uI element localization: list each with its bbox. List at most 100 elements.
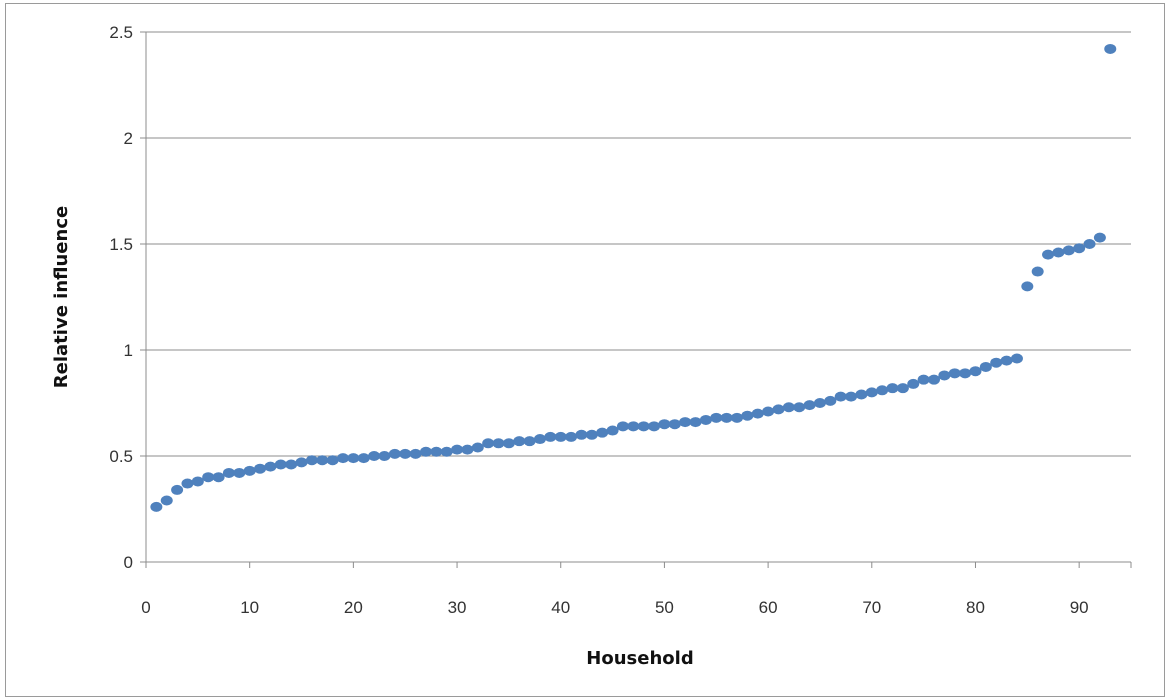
data-point (388, 448, 401, 459)
data-point (1052, 247, 1065, 258)
data-point (679, 417, 692, 428)
data-point (834, 391, 847, 402)
data-point (948, 368, 961, 379)
data-point (658, 419, 671, 430)
data-point (762, 406, 775, 417)
data-point (1073, 243, 1086, 254)
data-point (285, 459, 298, 470)
data-point (886, 383, 899, 394)
data-point (689, 417, 702, 428)
data-point (1000, 355, 1013, 366)
data-point (492, 438, 505, 449)
data-point (409, 448, 422, 459)
data-point (368, 451, 381, 461)
data-point (959, 368, 972, 379)
x-tick-label: 80 (966, 598, 985, 617)
x-tick-label: 20 (344, 598, 363, 617)
y-tick-label: 2 (124, 129, 133, 148)
data-point (1042, 249, 1055, 260)
x-axis-title: Household (586, 648, 693, 669)
data-point (575, 429, 588, 440)
data-point (233, 467, 246, 478)
data-point (316, 455, 329, 466)
data-point (150, 501, 163, 512)
data-point (419, 446, 432, 457)
y-tick-label: 0.5 (109, 447, 133, 466)
data-point (264, 461, 277, 472)
data-point (534, 434, 546, 445)
data-point (171, 484, 184, 495)
data-point (357, 453, 370, 464)
data-point (160, 495, 173, 506)
data-point (969, 366, 982, 377)
data-point (337, 453, 349, 464)
data-point (865, 387, 878, 398)
data-point (990, 357, 1003, 368)
data-point (305, 455, 318, 466)
x-tick-label: 10 (240, 598, 259, 617)
data-point (1021, 281, 1034, 292)
data-point (627, 421, 640, 432)
data-point (907, 378, 920, 389)
data-point (451, 444, 464, 455)
data-point (824, 395, 837, 406)
gridlines (146, 31, 1131, 457)
x-tick-label: 30 (448, 598, 467, 617)
y-tick-label: 1.5 (109, 235, 133, 254)
data-point (896, 383, 909, 394)
data-point (938, 370, 951, 381)
y-tick-label: 0 (124, 553, 133, 572)
data-point (1031, 266, 1044, 277)
data-point (803, 400, 816, 411)
data-point (430, 446, 443, 457)
x-tick-label: 40 (551, 598, 570, 617)
data-point (585, 429, 598, 440)
data-points (150, 43, 1117, 512)
data-point (1083, 239, 1096, 249)
data-point (326, 455, 339, 466)
data-point (637, 421, 650, 432)
data-point (202, 472, 215, 483)
data-point (471, 442, 484, 453)
data-point (1104, 43, 1117, 54)
data-point (720, 412, 733, 423)
data-point (212, 472, 225, 483)
data-point (606, 425, 619, 436)
data-point (710, 412, 723, 423)
data-point (181, 478, 194, 489)
data-point (295, 457, 308, 468)
data-point (782, 402, 795, 413)
data-point (482, 438, 495, 449)
data-point (440, 446, 453, 457)
data-point (378, 451, 391, 461)
data-point (813, 398, 826, 408)
y-tick-label: 2.5 (109, 23, 133, 42)
data-point (741, 410, 754, 421)
data-point (596, 427, 609, 438)
y-axis-title: Relative influence (51, 206, 72, 388)
data-point (751, 408, 764, 419)
data-point (917, 374, 930, 385)
y-axis-ticks: 0 0.5 1 1.5 2 2.5 (109, 23, 146, 572)
data-point (699, 414, 712, 425)
data-point (243, 465, 256, 476)
data-point (616, 421, 629, 432)
data-point (928, 374, 940, 385)
data-point (845, 391, 858, 402)
data-point (523, 436, 536, 447)
data-point (731, 412, 743, 423)
x-tick-label: 90 (1070, 598, 1089, 617)
data-point (855, 389, 868, 400)
data-point (554, 431, 567, 442)
data-point (274, 459, 287, 470)
data-point (461, 444, 474, 455)
data-point (1062, 245, 1075, 256)
x-tick-label: 0 (141, 598, 150, 617)
x-tick-label: 50 (655, 598, 674, 617)
data-point (502, 438, 515, 449)
data-point (1093, 232, 1106, 243)
data-point (544, 431, 557, 442)
x-axis-ticks: 0 10 20 30 40 50 60 70 80 90 (141, 562, 1132, 617)
data-point (399, 448, 412, 459)
